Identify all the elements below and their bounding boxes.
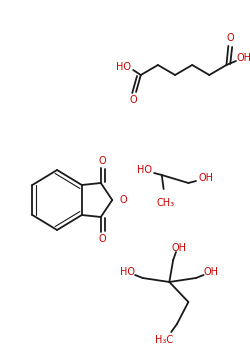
Text: CH₃: CH₃: [156, 198, 174, 208]
Text: HO: HO: [137, 165, 152, 175]
Text: O: O: [226, 33, 234, 43]
Text: O: O: [120, 195, 128, 205]
Text: HO: HO: [120, 267, 135, 277]
Text: OH: OH: [236, 53, 250, 63]
Text: OH: OH: [204, 267, 219, 277]
Text: H₃C: H₃C: [154, 335, 173, 345]
Text: OH: OH: [198, 173, 213, 183]
Text: O: O: [99, 234, 106, 244]
Text: O: O: [130, 95, 137, 105]
Text: HO: HO: [116, 62, 131, 72]
Text: OH: OH: [171, 243, 186, 253]
Text: O: O: [99, 156, 106, 166]
